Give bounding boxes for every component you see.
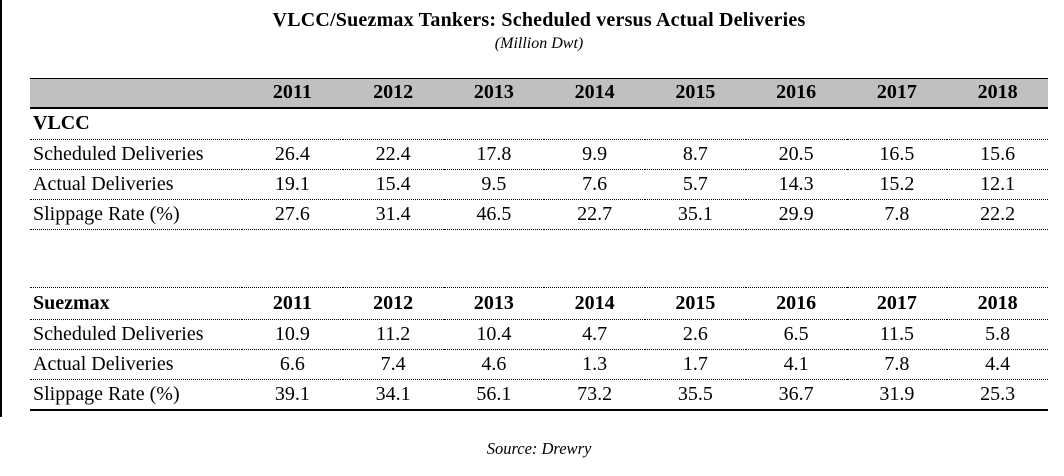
value-cell-vlcc-slippage-rate-2017: 7.8 bbox=[846, 199, 948, 230]
empty-cell bbox=[846, 107, 948, 140]
vlcc-group-row: VLCC bbox=[30, 107, 1048, 140]
empty-cell bbox=[645, 107, 746, 140]
value-cell-suezmax-slippage-rate-2017: 31.9 bbox=[846, 379, 948, 411]
value-cell-vlcc-actual-deliveries-2013: 9.5 bbox=[443, 169, 545, 200]
value-cell-suezmax-actual-deliveries-2014: 1.3 bbox=[544, 349, 645, 380]
value-cell-suezmax-slippage-rate-2014: 73.2 bbox=[544, 379, 645, 411]
value-cell-suezmax-scheduled-deliveries-2017: 11.5 bbox=[846, 319, 948, 350]
source-note: Source: Drewry bbox=[486, 438, 592, 458]
vlcc-table: 2011 2012 2013 2014 2015 2016 2017 2018 VLCC Sch… bbox=[30, 78, 1048, 230]
value-cell-vlcc-slippage-rate-2011: 27.6 bbox=[242, 199, 343, 230]
empty-cell bbox=[242, 107, 343, 140]
value-cell-suezmax-scheduled-deliveries-2011: 10.9 bbox=[242, 319, 343, 350]
value-cell-suezmax-slippage-rate-2018: 25.3 bbox=[947, 379, 1048, 411]
value-cell-vlcc-scheduled-deliveries-2013: 17.8 bbox=[443, 139, 545, 170]
figure-subtitle: (Million Dwt) bbox=[494, 35, 584, 52]
value-cell-suezmax-actual-deliveries-2012: 7.4 bbox=[342, 349, 444, 380]
year-header-2016: 2016 bbox=[745, 78, 847, 109]
year-header-2015: 2015 bbox=[645, 78, 746, 109]
value-cell-vlcc-slippage-rate-2016: 29.9 bbox=[745, 199, 847, 230]
empty-cell bbox=[342, 107, 444, 140]
vlcc-header-row: 2011 2012 2013 2014 2015 2016 2017 2018 bbox=[30, 78, 1048, 109]
value-cell-suezmax-actual-deliveries-2017: 7.8 bbox=[846, 349, 948, 380]
value-cell-suezmax-slippage-rate-2013: 56.1 bbox=[443, 379, 545, 411]
row-label-actual-deliveries: Actual Deliveries bbox=[30, 169, 242, 200]
value-cell-suezmax-scheduled-deliveries-2014: 4.7 bbox=[544, 319, 645, 350]
value-cell-suezmax-scheduled-deliveries-2018: 5.8 bbox=[947, 319, 1048, 350]
value-cell-suezmax-actual-deliveries-2016: 4.1 bbox=[745, 349, 847, 380]
value-cell-vlcc-actual-deliveries-2014: 7.6 bbox=[544, 169, 645, 200]
empty-cell bbox=[745, 107, 847, 140]
value-cell-vlcc-actual-deliveries-2015: 5.7 bbox=[645, 169, 746, 200]
value-cell-vlcc-scheduled-deliveries-2011: 26.4 bbox=[242, 139, 343, 170]
value-cell-vlcc-scheduled-deliveries-2015: 8.7 bbox=[645, 139, 746, 170]
report-figure: VLCC/Suezmax Tankers: Scheduled versus A… bbox=[30, 0, 1048, 459]
year-header-2014: 2014 bbox=[544, 287, 645, 320]
vlcc-row-actual-deliveries: Actual Deliveries 19.1 15.4 9.5 7.6 5.7 14.3 15… bbox=[30, 169, 1048, 200]
year-header-2016: 2016 bbox=[745, 287, 847, 320]
year-header-2013: 2013 bbox=[443, 287, 545, 320]
value-cell-vlcc-slippage-rate-2015: 35.1 bbox=[645, 199, 746, 230]
row-label-scheduled-deliveries: Scheduled Deliveries bbox=[30, 319, 242, 350]
year-header-2018: 2018 bbox=[947, 78, 1048, 109]
year-header-2011: 2011 bbox=[242, 78, 343, 109]
vlcc-group-label: VLCC bbox=[30, 107, 242, 140]
year-header-2017: 2017 bbox=[846, 287, 948, 320]
figure-title: VLCC/Suezmax Tankers: Scheduled versus A… bbox=[272, 9, 806, 31]
year-header-2017: 2017 bbox=[846, 78, 948, 109]
value-cell-suezmax-actual-deliveries-2018: 4.4 bbox=[947, 349, 1048, 380]
value-cell-suezmax-actual-deliveries-2013: 4.6 bbox=[443, 349, 545, 380]
suezmax-row-actual-deliveries: Actual Deliveries 6.6 7.4 4.6 1.3 1.7 4.1 7.8 4.… bbox=[30, 349, 1048, 380]
value-cell-vlcc-slippage-rate-2012: 31.4 bbox=[342, 199, 444, 230]
value-cell-vlcc-scheduled-deliveries-2012: 22.4 bbox=[342, 139, 444, 170]
vlcc-header-label bbox=[30, 78, 242, 109]
value-cell-vlcc-slippage-rate-2018: 22.2 bbox=[947, 199, 1048, 230]
page-left-border-line bbox=[0, 0, 2, 417]
value-cell-vlcc-actual-deliveries-2018: 12.1 bbox=[947, 169, 1048, 200]
suezmax-table: Suezmax 2011 2012 2013 2014 2015 2016 2017 2018 … bbox=[30, 287, 1048, 411]
value-cell-suezmax-scheduled-deliveries-2013: 10.4 bbox=[443, 319, 545, 350]
suezmax-row-scheduled-deliveries: Scheduled Deliveries 10.9 11.2 10.4 4.7 2.6 6.… bbox=[30, 319, 1048, 350]
year-header-2018: 2018 bbox=[947, 287, 1048, 320]
value-cell-vlcc-slippage-rate-2013: 46.5 bbox=[443, 199, 545, 230]
value-cell-vlcc-scheduled-deliveries-2014: 9.9 bbox=[544, 139, 645, 170]
empty-cell bbox=[947, 107, 1048, 140]
row-label-slippage-rate: Slippage Rate (%) bbox=[30, 199, 242, 230]
vlcc-row-scheduled-deliveries: Scheduled Deliveries 26.4 22.4 17.8 9.9 8.7 20… bbox=[30, 139, 1048, 170]
value-cell-suezmax-actual-deliveries-2011: 6.6 bbox=[242, 349, 343, 380]
value-cell-suezmax-slippage-rate-2011: 39.1 bbox=[242, 379, 343, 411]
value-cell-vlcc-actual-deliveries-2016: 14.3 bbox=[745, 169, 847, 200]
empty-cell bbox=[443, 107, 545, 140]
value-cell-vlcc-slippage-rate-2014: 22.7 bbox=[544, 199, 645, 230]
value-cell-vlcc-scheduled-deliveries-2017: 16.5 bbox=[846, 139, 948, 170]
value-cell-suezmax-slippage-rate-2015: 35.5 bbox=[645, 379, 746, 411]
value-cell-suezmax-actual-deliveries-2015: 1.7 bbox=[645, 349, 746, 380]
year-header-2011: 2011 bbox=[242, 287, 343, 320]
value-cell-vlcc-actual-deliveries-2011: 19.1 bbox=[242, 169, 343, 200]
row-label-slippage-rate: Slippage Rate (%) bbox=[30, 379, 242, 411]
year-header-2015: 2015 bbox=[645, 287, 746, 320]
value-cell-suezmax-slippage-rate-2012: 34.1 bbox=[342, 379, 444, 411]
value-cell-vlcc-actual-deliveries-2012: 15.4 bbox=[342, 169, 444, 200]
year-header-2014: 2014 bbox=[544, 78, 645, 109]
vlcc-row-slippage-rate: Slippage Rate (%) 27.6 31.4 46.5 22.7 35.1 29.… bbox=[30, 199, 1048, 230]
row-label-scheduled-deliveries: Scheduled Deliveries bbox=[30, 139, 242, 170]
suezmax-header-row: Suezmax 2011 2012 2013 2014 2015 2016 2017 2018 bbox=[30, 287, 1048, 320]
year-header-2012: 2012 bbox=[342, 78, 444, 109]
suezmax-row-slippage-rate: Slippage Rate (%) 39.1 34.1 56.1 73.2 35.5 36.… bbox=[30, 379, 1048, 411]
suezmax-header-label: Suezmax bbox=[30, 287, 242, 320]
year-header-2012: 2012 bbox=[342, 287, 444, 320]
value-cell-suezmax-slippage-rate-2016: 36.7 bbox=[745, 379, 847, 411]
value-cell-vlcc-actual-deliveries-2017: 15.2 bbox=[846, 169, 948, 200]
row-label-actual-deliveries: Actual Deliveries bbox=[30, 349, 242, 380]
value-cell-suezmax-scheduled-deliveries-2015: 2.6 bbox=[645, 319, 746, 350]
value-cell-suezmax-scheduled-deliveries-2016: 6.5 bbox=[745, 319, 847, 350]
value-cell-vlcc-scheduled-deliveries-2016: 20.5 bbox=[745, 139, 847, 170]
empty-cell bbox=[544, 107, 645, 140]
year-header-2013: 2013 bbox=[443, 78, 545, 109]
value-cell-vlcc-scheduled-deliveries-2018: 15.6 bbox=[947, 139, 1048, 170]
value-cell-suezmax-scheduled-deliveries-2012: 11.2 bbox=[342, 319, 444, 350]
